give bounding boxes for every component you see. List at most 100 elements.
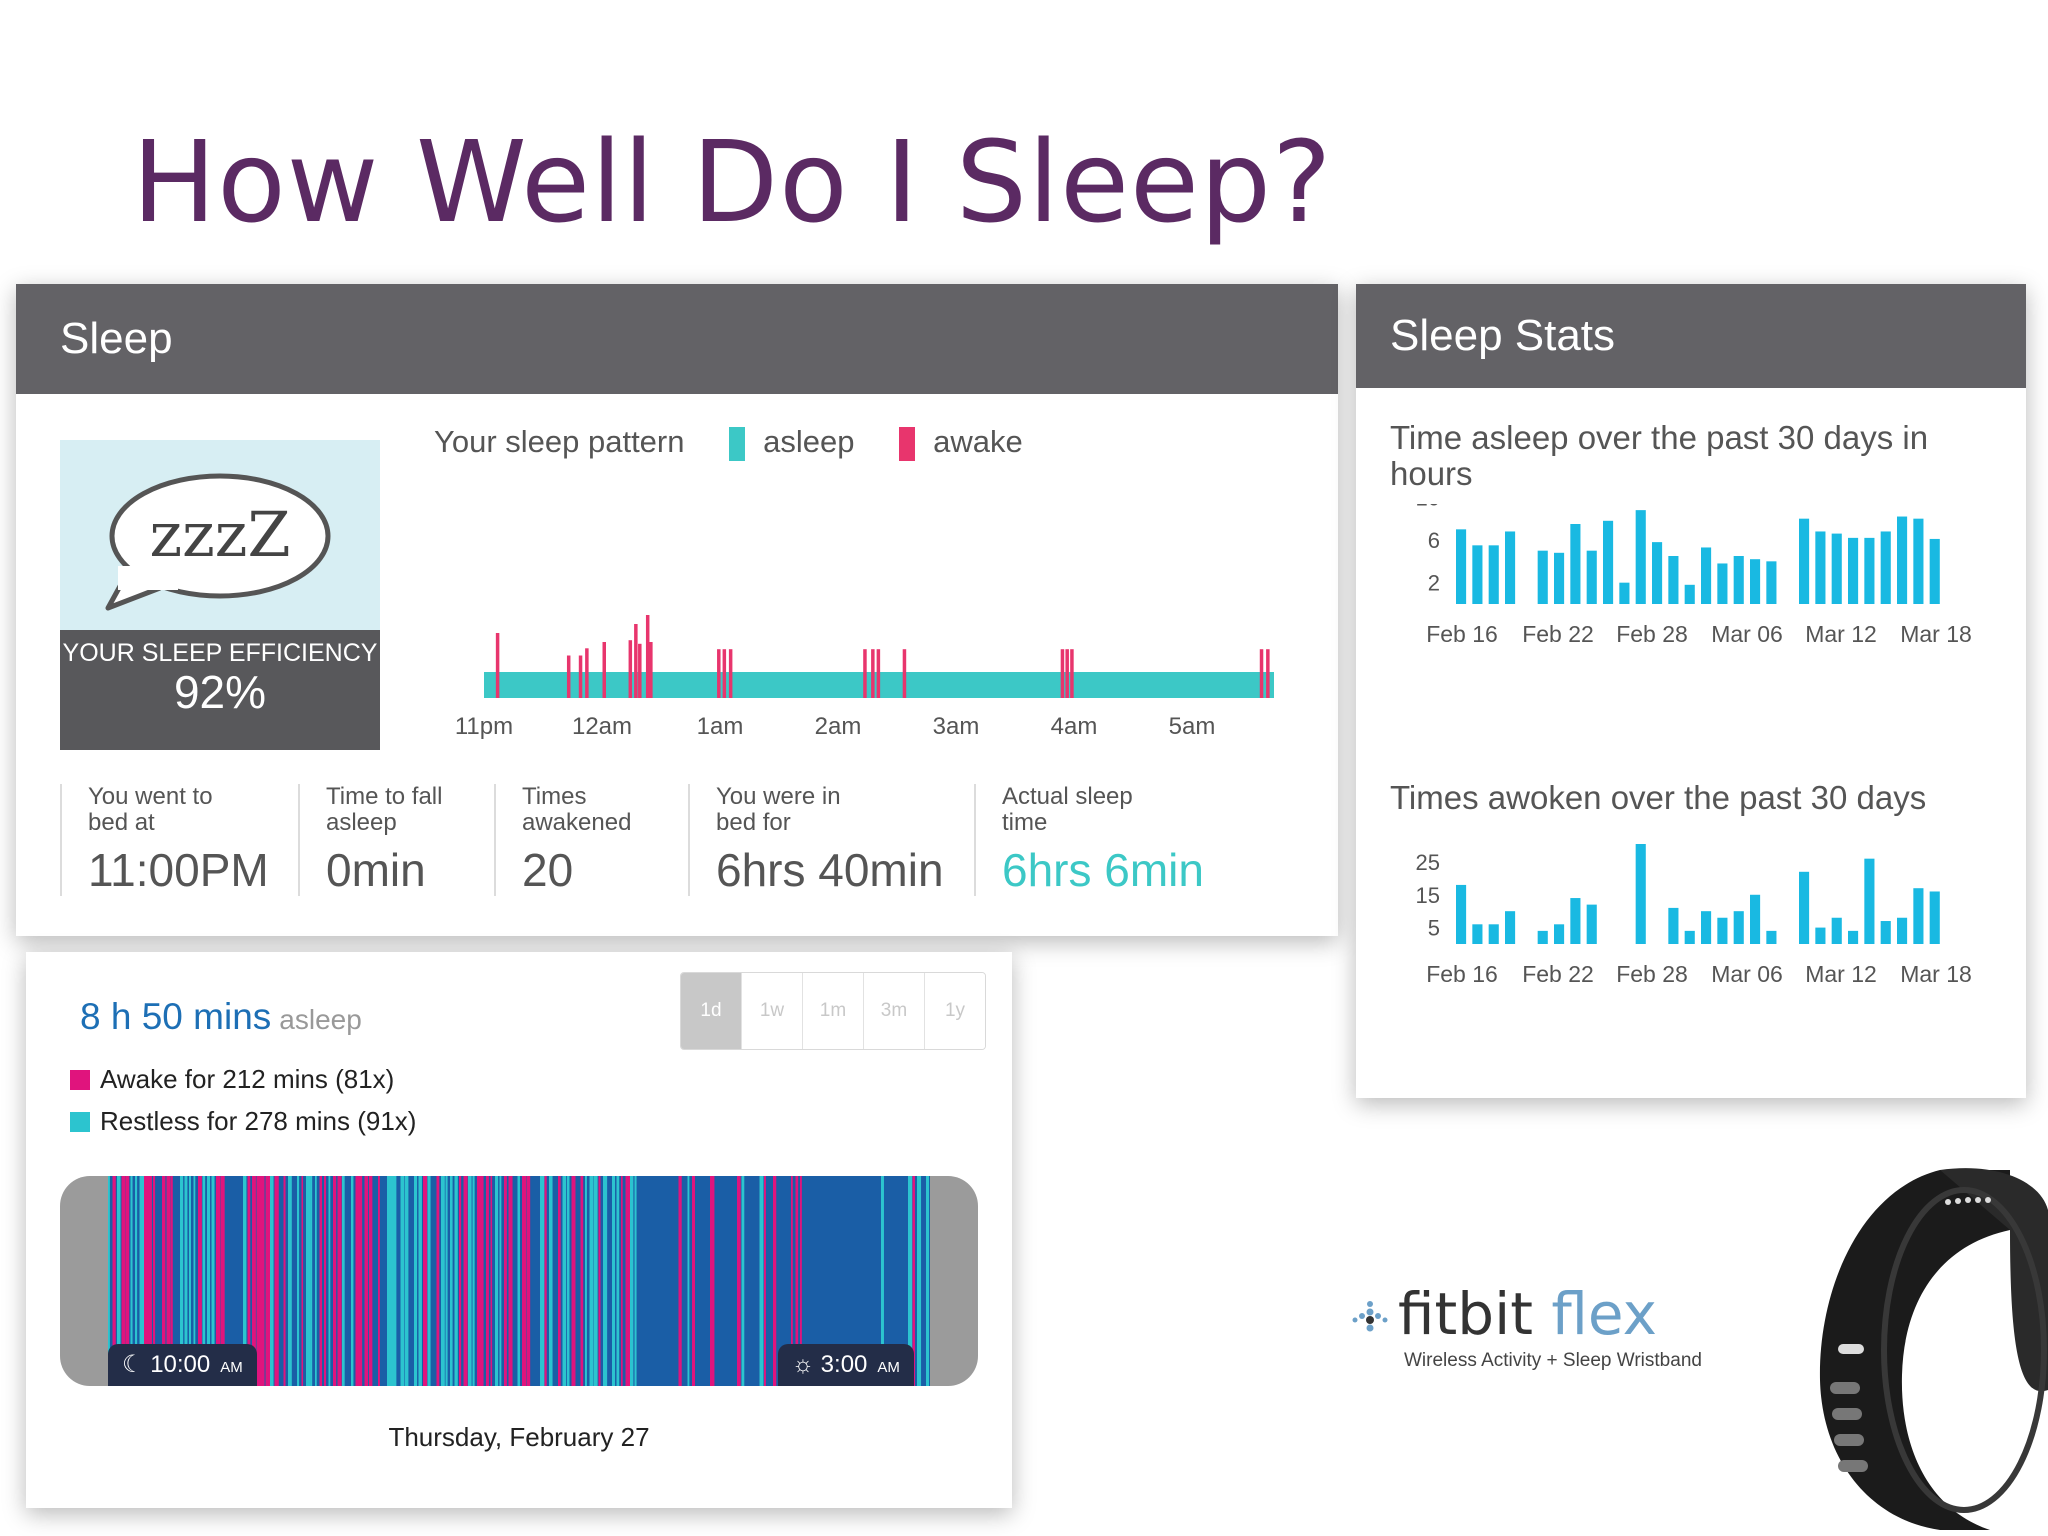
fitbit-dots-icon [1352, 1300, 1388, 1332]
brand-tagline: Wireless Activity + Sleep Wristband [1404, 1350, 1702, 1371]
restless-stripe [495, 1176, 499, 1386]
awake-mark [602, 642, 606, 698]
awake-stripe [220, 1176, 225, 1386]
awake-stripe [265, 1176, 271, 1386]
bar [1913, 518, 1924, 604]
restless-stripe [270, 1176, 274, 1386]
bar [1750, 894, 1761, 944]
bar [1815, 927, 1826, 944]
awake-stripe [171, 1176, 173, 1386]
restless-stripe [594, 1176, 598, 1386]
pattern-time-label: 11pm [455, 713, 513, 740]
stat-in-bed: You were in bed for 6hrs 40min [688, 784, 944, 896]
awake-mark [863, 649, 867, 698]
x-tick-label: Feb 16 [1426, 961, 1498, 987]
restless-stripe [468, 1176, 472, 1386]
bar [1880, 921, 1891, 944]
restless-stripe [759, 1176, 764, 1386]
restless-stripe [612, 1176, 616, 1386]
awake-stripe [216, 1176, 221, 1386]
bar [1505, 911, 1516, 944]
awake-stripe [795, 1176, 799, 1386]
fitbit-flex-logo: fitbit flex Wireless Activity + Sleep Wr… [1350, 1284, 1702, 1372]
awake-stripe [121, 1176, 126, 1386]
bar [1488, 924, 1499, 944]
awake-swatch [899, 426, 916, 461]
stat-label: You were in [716, 783, 841, 810]
total-asleep: 8 h 50 mins asleep [80, 996, 362, 1038]
restless-stripe [211, 1176, 215, 1386]
awake-stripe [355, 1176, 361, 1386]
range-button-1w[interactable]: 1w [742, 973, 803, 1049]
stat-fall-asleep: Time to fall asleep 0min [298, 784, 442, 896]
restless-stripe [441, 1176, 445, 1386]
bar [1684, 930, 1695, 944]
bar [1456, 529, 1467, 604]
asleep-30-day-chart: 10 6 2 Feb 16 Feb 22 Feb 28 Mar 06 Mar 12 Mar 18 [1416, 504, 1972, 647]
range-button-1m[interactable]: 1m [803, 973, 864, 1049]
x-tick-label: Mar 06 [1711, 961, 1783, 987]
restless-stripe [549, 1176, 553, 1386]
awake-stripe [621, 1176, 623, 1386]
start-ampm: AM [220, 1359, 243, 1376]
bar [1635, 510, 1646, 604]
stat-times-awakened: Times awakened 20 [494, 784, 631, 896]
bar [1554, 924, 1565, 944]
bar [1652, 542, 1663, 604]
restless-stripe [310, 1176, 313, 1386]
restless-stripe [499, 1176, 502, 1386]
restless-stripe [306, 1176, 311, 1386]
awake-stripe [571, 1176, 576, 1386]
bar [1766, 930, 1777, 944]
bar [1733, 911, 1744, 944]
x-tick-label: Feb 16 [1426, 621, 1498, 647]
brand-name-fitbit: fitbit [1398, 1280, 1533, 1348]
awake-stripe [364, 1176, 369, 1386]
bar [1586, 904, 1597, 944]
pattern-time-label: 5am [1169, 713, 1216, 740]
y-tick-label: 10 [1416, 504, 1440, 510]
y-tick-label: 6 [1428, 528, 1440, 553]
bar [1897, 917, 1908, 944]
bar [1472, 924, 1483, 944]
range-button-1d[interactable]: 1d [681, 973, 742, 1049]
stat-label: asleep [326, 809, 397, 836]
awake-legend: Awake for 212 mins (81x) [70, 1064, 394, 1095]
restless-stripe [589, 1176, 594, 1386]
awake-mark [871, 649, 875, 698]
awake-stripe [148, 1176, 152, 1386]
sleep-stats-title: Sleep Stats [1356, 284, 2026, 388]
stat-value-highlight: 6hrs 6min [1002, 844, 1204, 896]
bar [1717, 917, 1728, 944]
range-button-3m[interactable]: 3m [864, 973, 925, 1049]
restless-stripe [193, 1176, 196, 1386]
awake-stripe [463, 1176, 468, 1386]
awake-stripe [198, 1176, 202, 1386]
bar [1848, 537, 1859, 604]
efficiency-value: 92% [173, 666, 267, 718]
sleep-efficiency-card: zzzZ YOUR SLEEP EFFICIENCY 92% [60, 440, 380, 750]
restless-stripe [189, 1176, 191, 1386]
awake-stripe [360, 1176, 363, 1386]
awake-mark [722, 649, 727, 698]
range-button-1y[interactable]: 1y [925, 973, 985, 1049]
restless-stripe [315, 1176, 317, 1386]
awoken-chart-title: Times awoken over the past 30 days [1390, 779, 1927, 816]
stat-label: bed for [716, 809, 791, 836]
awake-mark [1060, 649, 1065, 698]
stat-actual-sleep: Actual sleep time 6hrs 6min [974, 784, 1204, 896]
asleep-chart-title: Time asleep over the past 30 days in hou… [1390, 419, 1929, 492]
awake-mark [585, 648, 589, 698]
stat-label: time [1002, 809, 1048, 836]
awake-mark [728, 649, 733, 698]
bar [1472, 545, 1483, 604]
bar [1570, 898, 1581, 944]
bar [1505, 531, 1516, 604]
awake-mark [634, 624, 638, 698]
awake-legend-text: Awake for 212 mins (81x) [100, 1064, 395, 1094]
restless-stripe [427, 1176, 431, 1386]
stat-label: Actual sleep [1002, 783, 1133, 810]
x-tick-label: Mar 18 [1900, 961, 1972, 987]
awake-mark [1065, 649, 1069, 698]
awake-mark [638, 643, 642, 698]
